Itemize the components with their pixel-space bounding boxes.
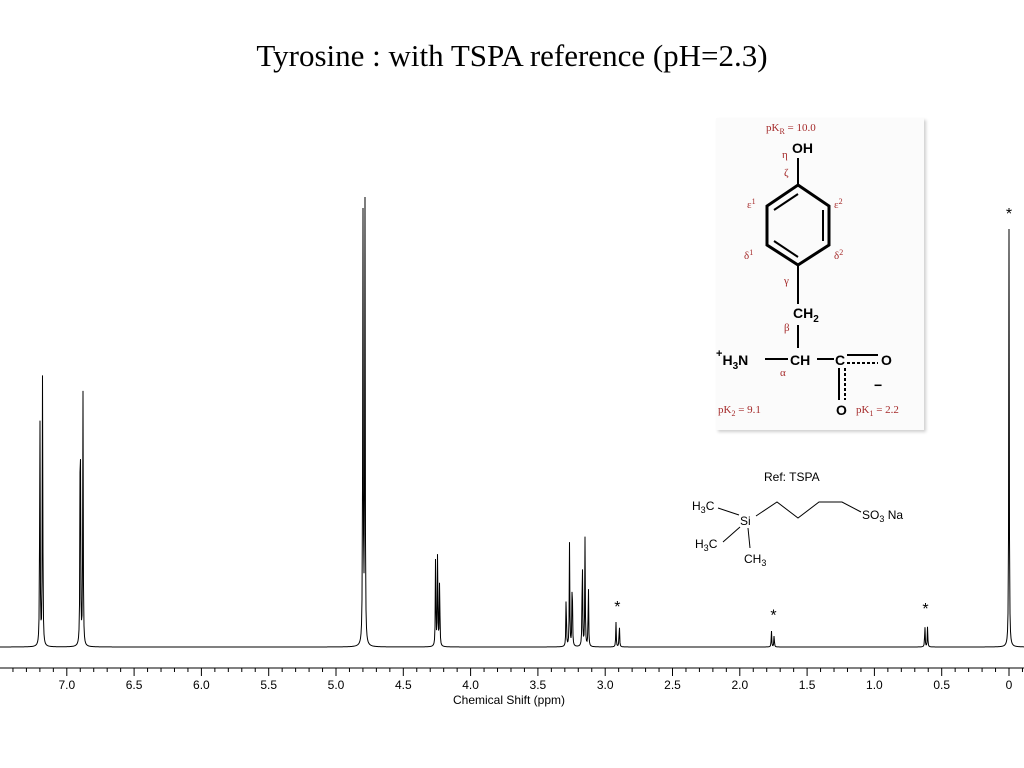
x-tick-label: 4.0 bbox=[462, 678, 479, 692]
tyrosine-structure-drawing: pKR = 10.0 η OH ζ ε1 ε2 δ1 δ2 γ CH2 β +H… bbox=[716, 122, 899, 418]
x-tick-label: 1.5 bbox=[799, 678, 816, 692]
tspa-h3c-top: H3C bbox=[692, 499, 715, 515]
nh3-label: +H3N bbox=[716, 348, 748, 372]
tyrosine-structure-figure: pKR = 10.0 η OH ζ ε1 ε2 δ1 δ2 γ CH2 β +H… bbox=[716, 118, 924, 430]
peak-star-annotation: * bbox=[1006, 206, 1012, 223]
x-axis-label: Chemical Shift (ppm) bbox=[453, 693, 565, 707]
tspa-h3c-bottom: H3C bbox=[695, 537, 718, 553]
slide-title: Tyrosine : with TSPA reference (pH=2.3) bbox=[256, 38, 768, 73]
alpha-label: α bbox=[780, 367, 786, 379]
x-tick-label: 5.5 bbox=[260, 678, 277, 692]
peak-star-annotation: * bbox=[770, 607, 776, 624]
spectrum-trace bbox=[0, 196, 1024, 648]
pkr-label: pKR = 10.0 bbox=[766, 122, 816, 136]
eta-label: η bbox=[782, 149, 788, 161]
x-tick-label: 6.0 bbox=[193, 678, 210, 692]
x-tick-label: 2.0 bbox=[731, 678, 748, 692]
zeta-label: ζ bbox=[784, 167, 789, 179]
x-tick-label: 0 bbox=[1006, 678, 1013, 692]
peak-annotations: * * * * bbox=[614, 206, 1012, 624]
ch-label: CH bbox=[790, 352, 810, 368]
x-tick-label: 3.5 bbox=[530, 678, 547, 692]
delta2-label: δ2 bbox=[834, 248, 843, 262]
x-axis: 7.0 6.5 6.0 5.5 5.0 4.5 4.0 3.5 3.0 2.5 2.0 1.5 1.0 0… bbox=[0, 667, 1024, 692]
peak-star-annotation: * bbox=[922, 601, 928, 618]
beta-label: β bbox=[784, 322, 790, 334]
x-tick-label: 3.0 bbox=[597, 678, 614, 692]
pk2-label: pK2 = 9.1 bbox=[718, 404, 761, 418]
x-tick-label: 1.0 bbox=[866, 678, 883, 692]
tspa-so3: SO3 Na bbox=[862, 508, 903, 524]
oh-label: OH bbox=[792, 140, 813, 156]
pk1-label: pK1 = 2.2 bbox=[856, 404, 899, 418]
gamma-label: γ bbox=[783, 275, 789, 287]
minus-sign: − bbox=[874, 377, 882, 393]
x-tick-label: 5.0 bbox=[328, 678, 345, 692]
tspa-si: Si bbox=[740, 514, 751, 528]
o-bottom-label: O bbox=[836, 402, 847, 418]
x-tick-label: 7.0 bbox=[58, 678, 75, 692]
epsilon2-label: ε2 bbox=[834, 197, 843, 211]
x-tick-label: 6.5 bbox=[126, 678, 143, 692]
peak-star-annotation: * bbox=[614, 599, 620, 616]
tspa-structure: Ref: TSPA H3C H3C Si CH3 SO3 Na bbox=[692, 470, 903, 568]
ch2-label: CH2 bbox=[793, 305, 819, 325]
delta1-label: δ1 bbox=[744, 248, 753, 262]
x-tick-label: 4.5 bbox=[395, 678, 412, 692]
x-tick-label: 2.5 bbox=[664, 678, 681, 692]
tspa-title: Ref: TSPA bbox=[764, 470, 820, 484]
carboxyl-c-label: C bbox=[835, 352, 845, 368]
epsilon1-label: ε1 bbox=[747, 197, 756, 211]
o-top-label: O bbox=[881, 352, 892, 368]
x-tick-label: 0.5 bbox=[933, 678, 950, 692]
tspa-ch3: CH3 bbox=[744, 552, 766, 568]
